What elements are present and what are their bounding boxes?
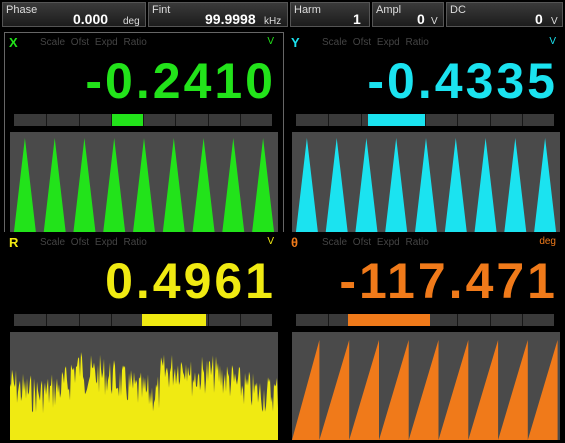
- bar-tick: [78, 314, 80, 326]
- y-waveform-display: [292, 132, 560, 240]
- dc-label: DC: [450, 4, 466, 16]
- theta-waveform-display: [292, 332, 560, 440]
- theta-channel-panel[interactable]: θ Scale Ofst Expd Ratio deg -117.471: [286, 232, 565, 443]
- bar-tick: [328, 314, 330, 326]
- y-unit: V: [549, 36, 556, 47]
- fint-unit: kHz: [264, 16, 282, 27]
- ampl-setting[interactable]: Ampl 0 V: [372, 2, 444, 27]
- theta-menu-options[interactable]: Scale Ofst Expd Ratio: [322, 237, 429, 248]
- y-waveform: [292, 138, 560, 240]
- r-level-bar: [14, 314, 272, 326]
- ampl-value: 0: [417, 11, 425, 27]
- ampl-unit: V: [431, 16, 438, 27]
- dc-setting[interactable]: DC 0 V: [446, 2, 563, 27]
- bar-tick: [521, 314, 523, 326]
- x-unit: V: [267, 36, 274, 47]
- bar-tick: [110, 114, 112, 126]
- phase-value: 0.000: [73, 11, 109, 27]
- y-channel-panel[interactable]: Y Scale Ofst Expd Ratio V -0.4335: [286, 32, 565, 243]
- phase-unit: deg: [123, 16, 140, 27]
- bar-tick: [46, 314, 48, 326]
- r-readout: 0.4961: [105, 253, 276, 309]
- x-level-fill: [112, 114, 143, 126]
- r-unit: V: [267, 236, 274, 247]
- phase-label: Phase: [6, 4, 38, 16]
- theta-level-bar: [296, 314, 554, 326]
- y-readout: -0.4335: [367, 53, 558, 109]
- fint-setting[interactable]: Fint 99.9998 kHz: [148, 2, 288, 27]
- bar-tick: [239, 314, 241, 326]
- y-level-fill: [368, 114, 425, 126]
- theta-waveform: [292, 340, 560, 440]
- x-waveform: [10, 138, 278, 240]
- fint-label: Fint: [152, 4, 171, 16]
- bar-tick: [207, 114, 209, 126]
- theta-level-fill: [347, 314, 431, 326]
- bar-tick: [489, 114, 491, 126]
- r-menu-options[interactable]: Scale Ofst Expd Ratio: [40, 237, 147, 248]
- bar-tick: [457, 314, 459, 326]
- r-level-fill: [141, 314, 207, 326]
- y-level-bar: [296, 114, 554, 126]
- dc-value: 0: [535, 11, 543, 27]
- bar-tick: [78, 114, 80, 126]
- dc-unit: V: [551, 16, 558, 27]
- bar-tick: [207, 314, 209, 326]
- x-readout: -0.2410: [85, 53, 276, 109]
- bar-tick: [239, 114, 241, 126]
- bar-tick: [360, 114, 362, 126]
- r-channel-panel[interactable]: R Scale Ofst Expd Ratio V 0.4961: [4, 232, 284, 443]
- bar-tick: [143, 114, 144, 126]
- harm-value: 1: [353, 11, 361, 27]
- theta-channel-name: θ: [291, 235, 299, 250]
- x-menu-options[interactable]: Scale Ofst Expd Ratio: [40, 37, 147, 48]
- x-waveform-display: [10, 132, 278, 240]
- bar-tick: [328, 114, 330, 126]
- harm-setting[interactable]: Harm 1: [290, 2, 370, 27]
- theta-readout: -117.471: [339, 253, 558, 309]
- waveform-svg: [292, 138, 560, 240]
- bar-tick: [46, 114, 48, 126]
- r-waveform: [10, 352, 278, 440]
- ampl-label: Ampl: [376, 4, 402, 16]
- r-channel-name: R: [9, 235, 19, 250]
- r-waveform-display: [10, 332, 278, 440]
- bar-tick: [457, 114, 459, 126]
- bar-tick: [110, 314, 112, 326]
- y-channel-name: Y: [291, 35, 300, 50]
- bar-tick: [489, 314, 491, 326]
- x-level-bar: [14, 114, 272, 126]
- theta-unit: deg: [539, 236, 556, 247]
- bar-tick: [425, 114, 426, 126]
- bar-tick: [521, 114, 523, 126]
- phase-setting[interactable]: Phase 0.000 deg: [2, 2, 146, 27]
- waveform-svg: [10, 138, 278, 240]
- y-menu-options[interactable]: Scale Ofst Expd Ratio: [322, 37, 429, 48]
- waveform-svg: [292, 340, 560, 440]
- waveform-svg: [10, 352, 278, 440]
- status-bar: Phase 0.000 deg Fint 99.9998 kHz Harm 1 …: [0, 0, 565, 30]
- x-channel-panel[interactable]: X Scale Ofst Expd Ratio V -0.2410: [4, 32, 284, 243]
- harm-label: Harm: [294, 4, 321, 16]
- fint-value: 99.9998: [205, 11, 256, 27]
- bar-tick: [175, 114, 177, 126]
- x-channel-name: X: [9, 35, 18, 50]
